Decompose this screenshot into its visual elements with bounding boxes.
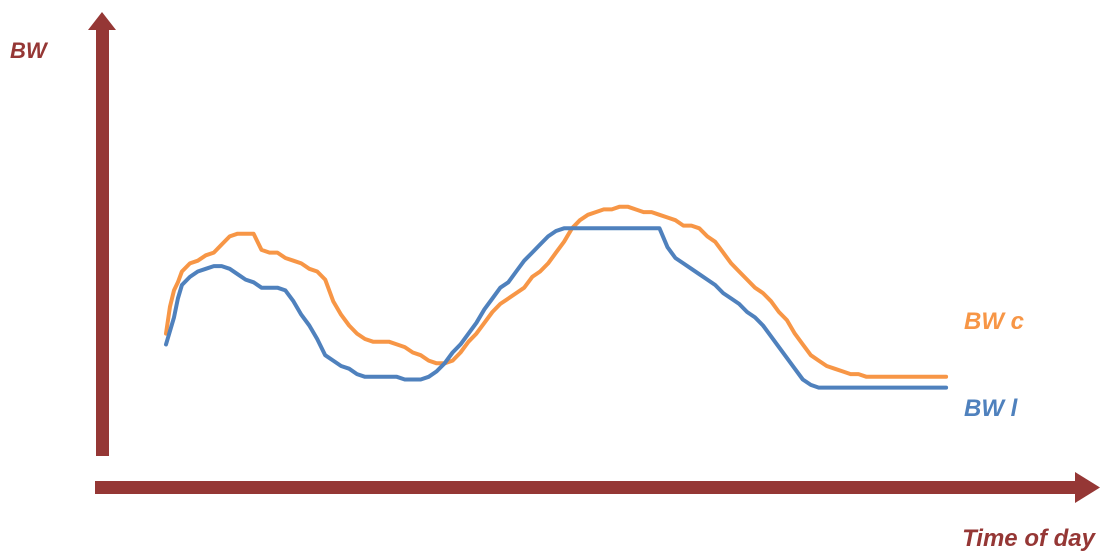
x-axis-shaft — [95, 481, 1077, 494]
series-line-bw-l — [164, 226, 949, 390]
series-layer — [164, 204, 949, 390]
x-axis-arrowhead — [1075, 472, 1100, 503]
series-label-bw-l: BW l — [964, 395, 1019, 422]
y-axis-shaft — [96, 26, 109, 456]
axes — [88, 12, 1100, 503]
series-label-bw-c: BW c — [964, 308, 1024, 335]
y-axis-arrowhead — [88, 12, 116, 30]
series-line-bw-c — [164, 204, 949, 379]
y-axis-label: BW — [10, 38, 49, 63]
x-axis-label: Time of day — [962, 525, 1097, 552]
